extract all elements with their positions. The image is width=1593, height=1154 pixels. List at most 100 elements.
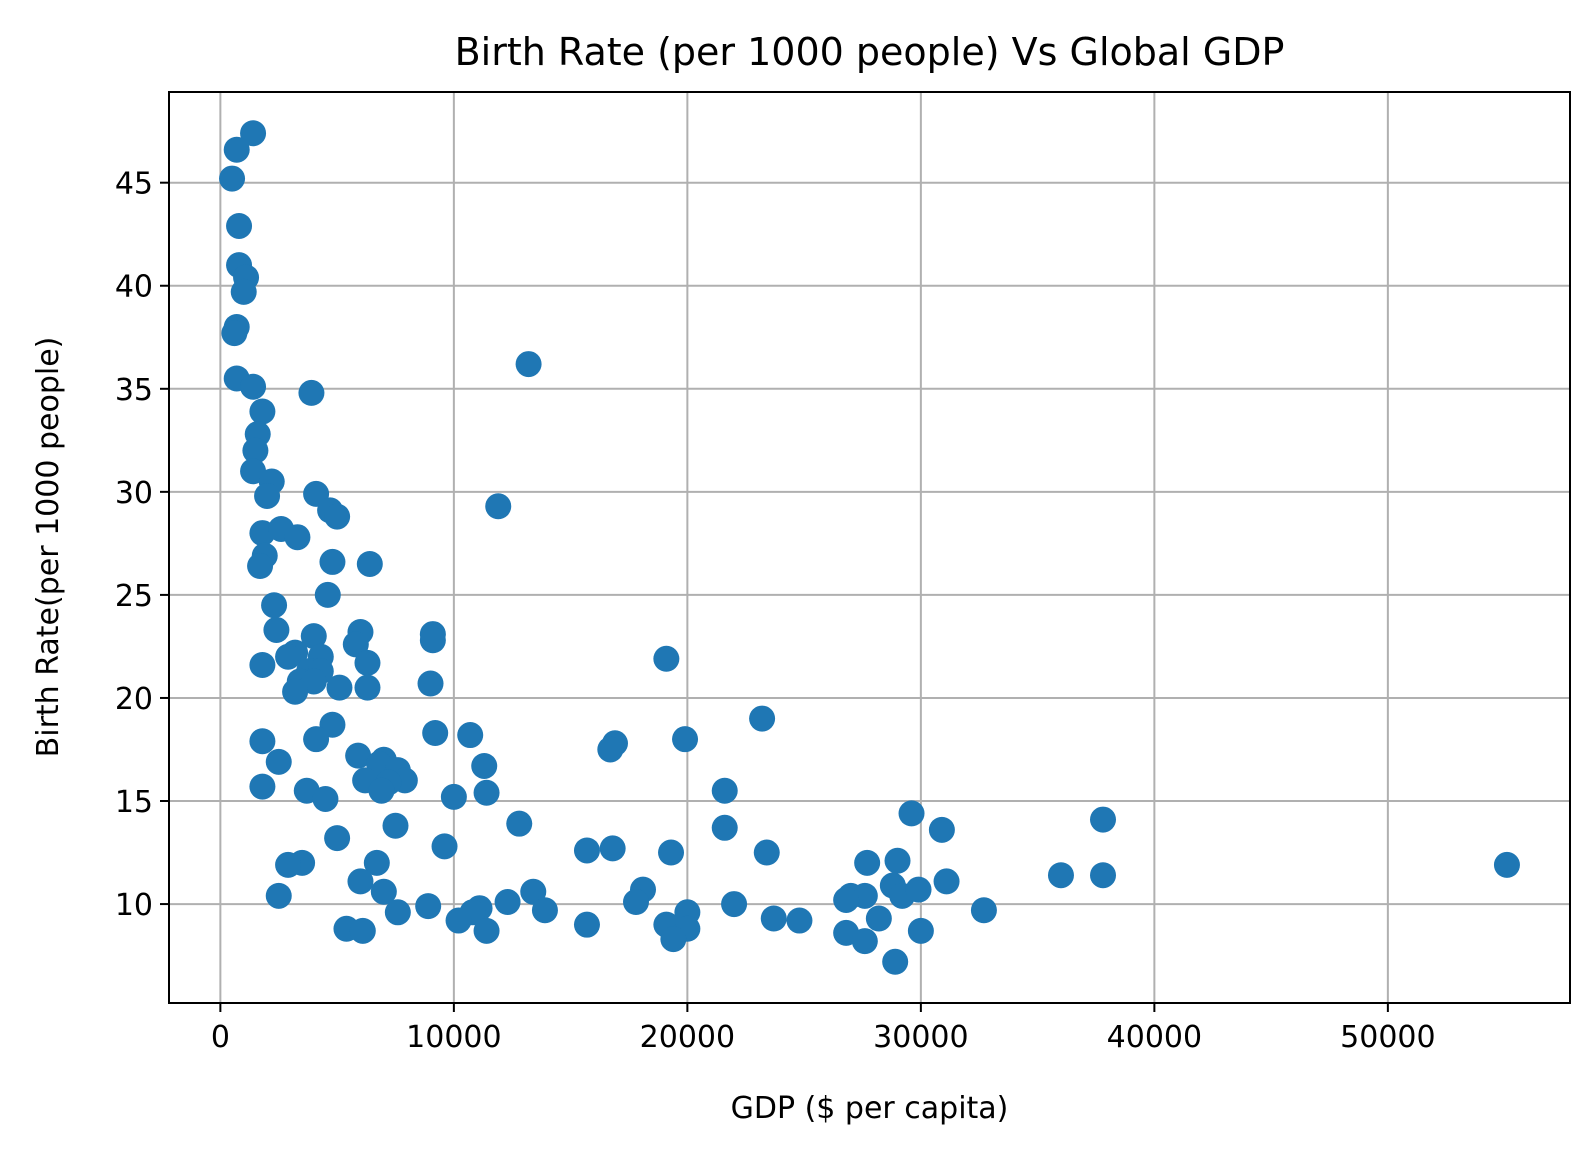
data-point [970,897,997,924]
data-point [599,835,626,862]
data-point [573,837,600,864]
data-point [221,320,248,347]
data-point [261,592,288,619]
data-point [419,627,446,654]
data-point [711,814,738,841]
data-point [265,748,292,775]
data-point [415,893,442,920]
data-point [226,212,253,239]
data-point [349,917,376,944]
data-point [275,643,302,670]
data-point [440,783,467,810]
data-point [749,705,776,732]
data-point [1493,851,1520,878]
x-tick-label: 10000 [406,1020,501,1055]
data-point [303,726,330,753]
data-point [473,917,500,944]
grid-layer [169,92,1570,1003]
x-tick-label: 50000 [1340,1020,1435,1055]
y-tick-label: 10 [115,888,153,923]
data-point [324,503,351,530]
data-point [786,907,813,934]
data-point [298,379,325,406]
data-point [520,878,547,905]
data-point [356,550,383,577]
data-point [1090,806,1116,833]
data-point [833,886,860,913]
data-point [265,882,292,909]
data-point [223,136,250,163]
x-tick-label: 40000 [1107,1020,1202,1055]
data-point [907,917,934,944]
data-point [240,373,267,400]
data-point [672,726,699,753]
data-point [384,899,411,926]
data-point [865,905,892,932]
data-point [928,816,955,843]
y-tick-label: 30 [115,476,153,511]
plot-frame [168,91,1571,1004]
data-point [300,623,327,650]
y-tick-label: 20 [115,682,153,717]
data-point [282,678,309,705]
data-point [485,493,512,520]
data-point [653,645,680,672]
data-point [1090,862,1116,889]
data-point [249,398,276,425]
data-point [368,777,395,804]
data-point [230,278,257,305]
data-point [324,825,351,852]
data-point [854,849,881,876]
data-point [319,548,346,575]
data-point [445,907,472,934]
data-point [506,810,533,837]
y-tick-label: 15 [115,785,153,820]
y-tick-label: 45 [115,167,153,202]
data-point [354,649,381,676]
data-point [760,905,787,932]
data-point [363,849,390,876]
data-point [382,812,409,839]
data-point [275,851,302,878]
data-point [457,722,484,749]
chart-title: Birth Rate (per 1000 people) Vs Global G… [455,30,1285,74]
x-tick-label: 30000 [873,1020,968,1055]
data-point [219,165,246,192]
data-point [753,839,780,866]
data-point [254,482,281,509]
data-point [851,928,878,955]
data-point [347,868,374,895]
data-point [284,524,311,551]
data-point [515,351,542,378]
data-point [422,719,449,746]
data-point [573,911,600,938]
data-point [660,926,687,953]
x-axis-label: GDP ($ per capita) [731,1091,1009,1126]
y-tick-label: 35 [115,373,153,408]
data-point [597,736,624,763]
data-point [345,742,372,769]
x-tick-label: 0 [211,1020,230,1055]
x-tick-label: 20000 [640,1020,735,1055]
data-point [933,868,960,895]
data-point [884,847,911,874]
data-point [263,616,290,643]
data-point [326,674,353,701]
data-point [623,889,649,916]
data-point [312,785,339,812]
data-point [473,779,500,806]
ticks-layer: 0 10000 20000 30000 40000 50000 10 15 20 25 30 35 40… [115,167,1436,1055]
data-point [370,878,397,905]
data-point [531,897,558,924]
data-point [494,889,521,916]
data-point [314,581,341,608]
data-point [882,948,909,975]
y-tick-label: 40 [115,270,153,305]
data-point [417,670,444,697]
data-point [431,833,458,860]
data-point [342,631,369,658]
data-point [242,437,269,464]
data-point [711,777,738,804]
